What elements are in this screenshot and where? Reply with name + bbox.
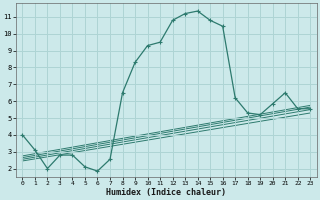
X-axis label: Humidex (Indice chaleur): Humidex (Indice chaleur)	[106, 188, 226, 197]
